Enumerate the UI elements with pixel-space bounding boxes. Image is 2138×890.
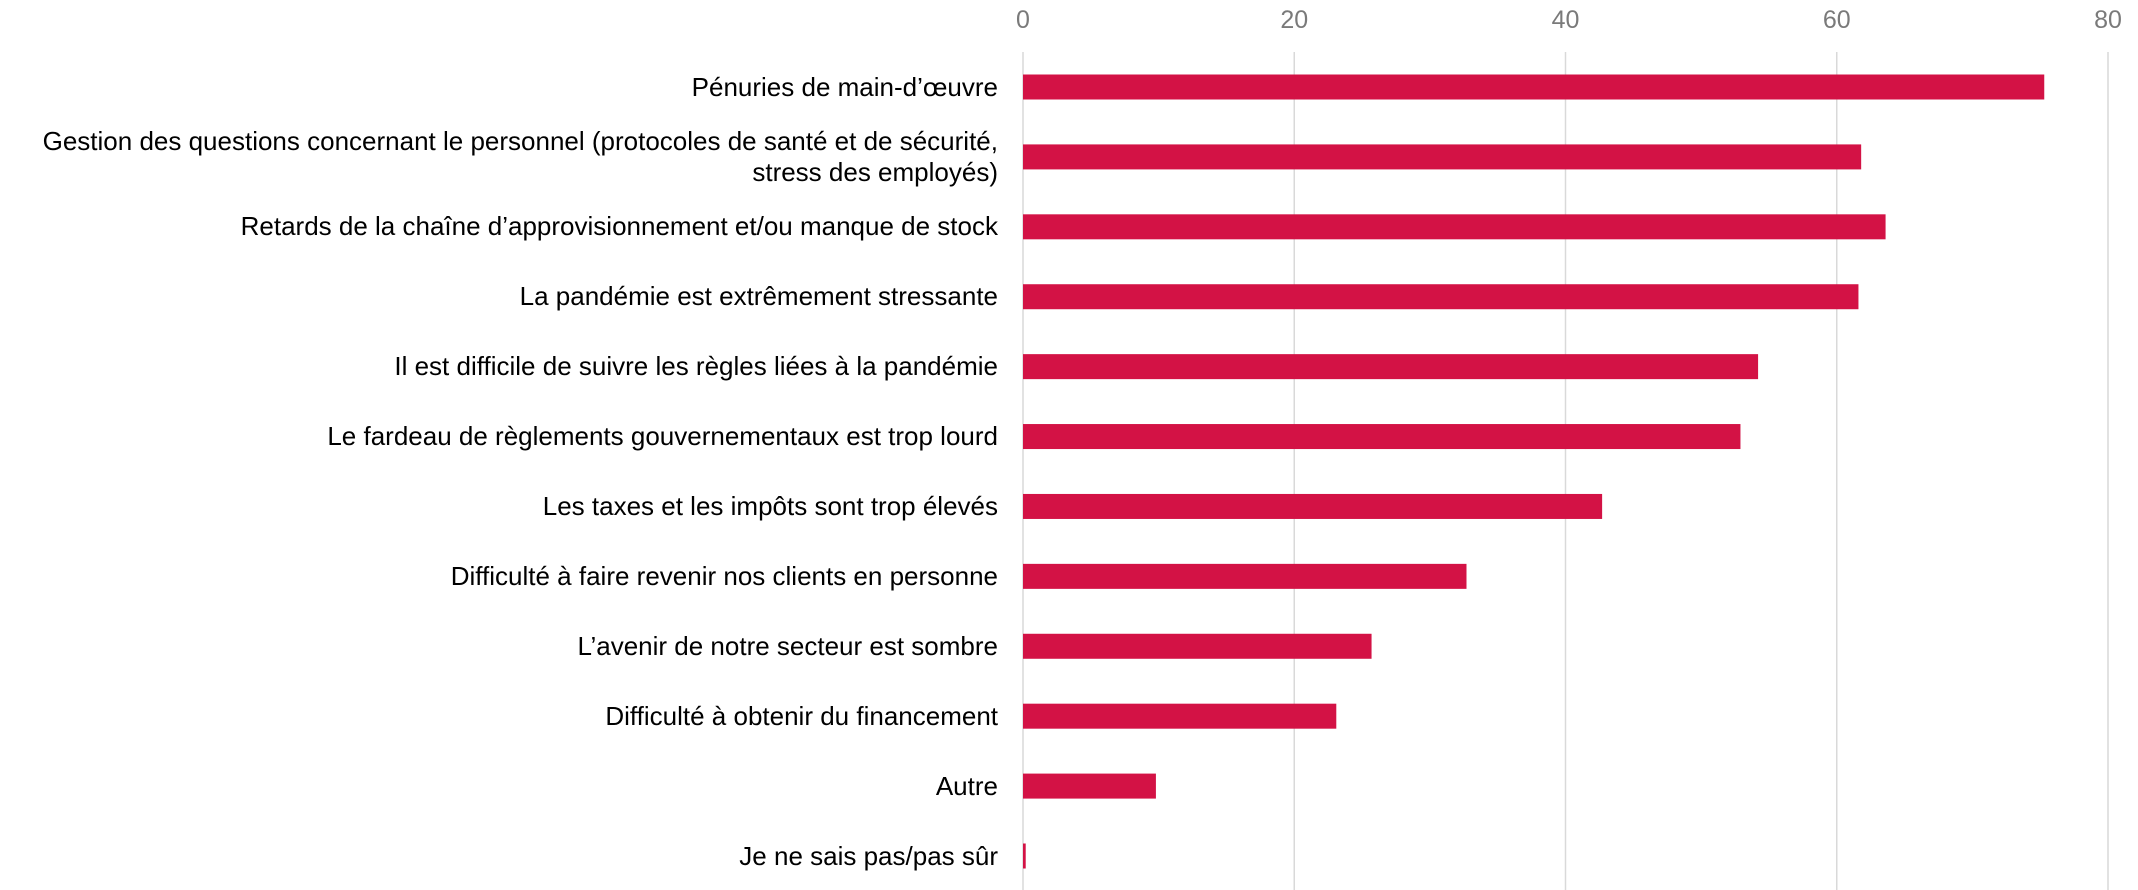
- category-text: Difficulté à obtenir du financement: [605, 700, 998, 731]
- bar: [1023, 493, 1603, 519]
- bar: [1023, 843, 1026, 869]
- x-tick-label: 0: [1016, 6, 1030, 34]
- bar: [1023, 703, 1337, 729]
- category-text: Le fardeau de règlements gouvernementaux…: [327, 421, 998, 452]
- category-text: Je ne sais pas/pas sûr: [739, 840, 998, 871]
- y-tick-label: Difficulté à faire revenir nos clients e…: [10, 541, 998, 611]
- y-tick-label: Les taxes et les impôts sont trop élevés: [10, 471, 998, 541]
- y-tick-label: Il est difficile de suivre les règles li…: [10, 332, 998, 402]
- x-tick-label: 40: [1552, 6, 1580, 34]
- category-text: L’avenir de notre secteur est sombre: [577, 630, 998, 661]
- category-text: Il est difficile de suivre les règles li…: [394, 351, 998, 382]
- category-text: Retards de la chaîne d’approvisionnement…: [240, 211, 998, 242]
- category-text: La pandémie est extrêmement stressante: [519, 281, 998, 312]
- bar: [1023, 424, 1741, 450]
- x-tick-label: 20: [1280, 6, 1308, 34]
- y-tick-label: Retards de la chaîne d’approvisionnement…: [10, 192, 998, 262]
- x-tick-label: 60: [1823, 6, 1851, 34]
- category-text: Gestion des questions concernant le pers…: [42, 125, 998, 187]
- y-tick-label: Autre: [10, 751, 998, 821]
- bar: [1023, 214, 1886, 240]
- y-tick-label: Je ne sais pas/pas sûr: [10, 821, 998, 890]
- bar: [1023, 284, 1859, 310]
- bar: [1023, 354, 1759, 380]
- y-tick-label: L’avenir de notre secteur est sombre: [10, 611, 998, 681]
- y-tick-label: La pandémie est extrêmement stressante: [10, 262, 998, 332]
- category-text: Pénuries de main-d’œuvre: [691, 71, 998, 102]
- category-text: Autre: [935, 770, 998, 801]
- y-tick-label: Gestion des questions concernant le pers…: [10, 122, 998, 192]
- category-text: Difficulté à faire revenir nos clients e…: [450, 560, 998, 591]
- bar: [1023, 633, 1372, 659]
- bar: [1023, 74, 2045, 100]
- bar: [1023, 144, 1862, 170]
- x-tick-label: 80: [2094, 6, 2122, 34]
- y-tick-label: Le fardeau de règlements gouvernementaux…: [10, 402, 998, 472]
- y-tick-label: Pénuries de main-d’œuvre: [10, 52, 998, 122]
- bar: [1023, 773, 1156, 799]
- bar: [1023, 563, 1467, 589]
- category-text: Les taxes et les impôts sont trop élevés: [542, 490, 998, 521]
- y-tick-label: Difficulté à obtenir du financement: [10, 681, 998, 751]
